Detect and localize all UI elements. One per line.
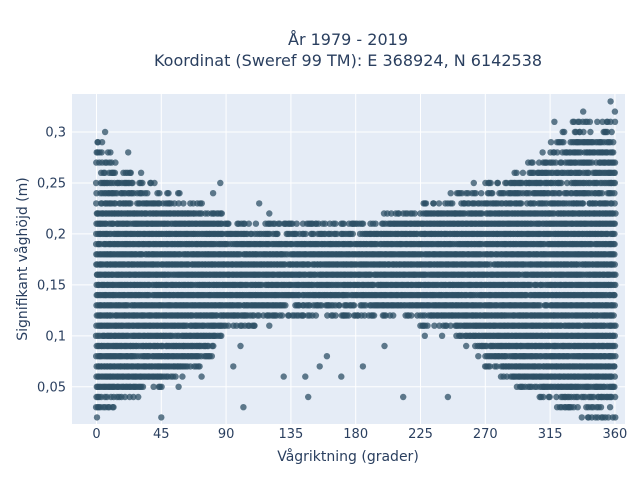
data-point [587, 128, 594, 136]
data-point [93, 414, 101, 421]
data-point [293, 220, 300, 227]
data-point [518, 200, 525, 207]
data-point [472, 190, 479, 197]
data-point [487, 179, 494, 187]
data-point [158, 383, 165, 390]
data-point [139, 383, 147, 390]
data-point [252, 220, 260, 227]
data-point [560, 139, 567, 146]
data-point [494, 179, 502, 187]
data-point [411, 210, 418, 217]
data-point [130, 393, 137, 401]
data-point [449, 200, 456, 207]
data-point [107, 149, 114, 156]
data-point [139, 179, 146, 187]
data-point [539, 149, 546, 156]
data-point [332, 220, 339, 227]
data-point [129, 179, 136, 187]
data-point [175, 200, 182, 207]
data-point [93, 200, 100, 207]
data-point [558, 179, 565, 187]
data-point [580, 128, 587, 136]
data-point [529, 159, 536, 166]
data-point [274, 230, 281, 238]
data-point [546, 393, 553, 401]
data-point [282, 302, 289, 309]
chart-title-line2: Koordinat (Sweref 99 TM): E 368924, N 61… [154, 51, 542, 70]
data-point [349, 230, 356, 238]
data-point [165, 190, 172, 197]
data-point [251, 322, 258, 329]
data-point [101, 169, 109, 176]
data-point [179, 373, 186, 380]
data-point [225, 220, 232, 227]
data-point [478, 190, 485, 197]
data-point [519, 169, 527, 176]
data-point [151, 179, 158, 187]
data-point [408, 312, 415, 319]
data-point [463, 342, 470, 350]
data-point [198, 200, 205, 207]
data-point [110, 404, 117, 411]
data-point [156, 190, 163, 197]
data-point [578, 414, 585, 421]
data-point [370, 312, 378, 319]
data-point [332, 312, 339, 319]
data-point [112, 159, 119, 166]
data-point [208, 353, 215, 360]
data-point [350, 302, 358, 309]
data-point [390, 312, 397, 319]
data-point [196, 363, 203, 370]
data-point [245, 220, 252, 227]
data-point [127, 169, 134, 176]
data-point [127, 200, 134, 207]
data-point [513, 169, 520, 176]
data-point [121, 393, 129, 401]
data-point [586, 118, 594, 126]
data-point [135, 393, 142, 401]
data-point [210, 342, 217, 350]
data-point [218, 332, 225, 339]
data-point [278, 312, 286, 319]
data-point [579, 200, 587, 207]
data-point [475, 353, 482, 360]
data-point [98, 149, 105, 156]
data-point [312, 312, 320, 319]
data-points [92, 98, 619, 421]
data-point [144, 190, 151, 197]
data-point [435, 200, 443, 207]
data-point [176, 190, 183, 197]
data-point [547, 139, 555, 146]
data-point [422, 200, 430, 207]
data-point [218, 210, 225, 217]
data-point [359, 220, 367, 227]
data-point [372, 220, 379, 227]
data-point [92, 179, 100, 187]
data-point [111, 169, 119, 176]
data-point [180, 200, 187, 207]
data-point [150, 383, 157, 390]
data-point [172, 373, 179, 380]
chart-title-line1: År 1979 - 2019 [288, 30, 408, 49]
data-point [302, 230, 309, 238]
data-point [424, 322, 431, 329]
data-point [574, 404, 581, 411]
data-point [561, 128, 568, 136]
data-point [489, 190, 496, 197]
